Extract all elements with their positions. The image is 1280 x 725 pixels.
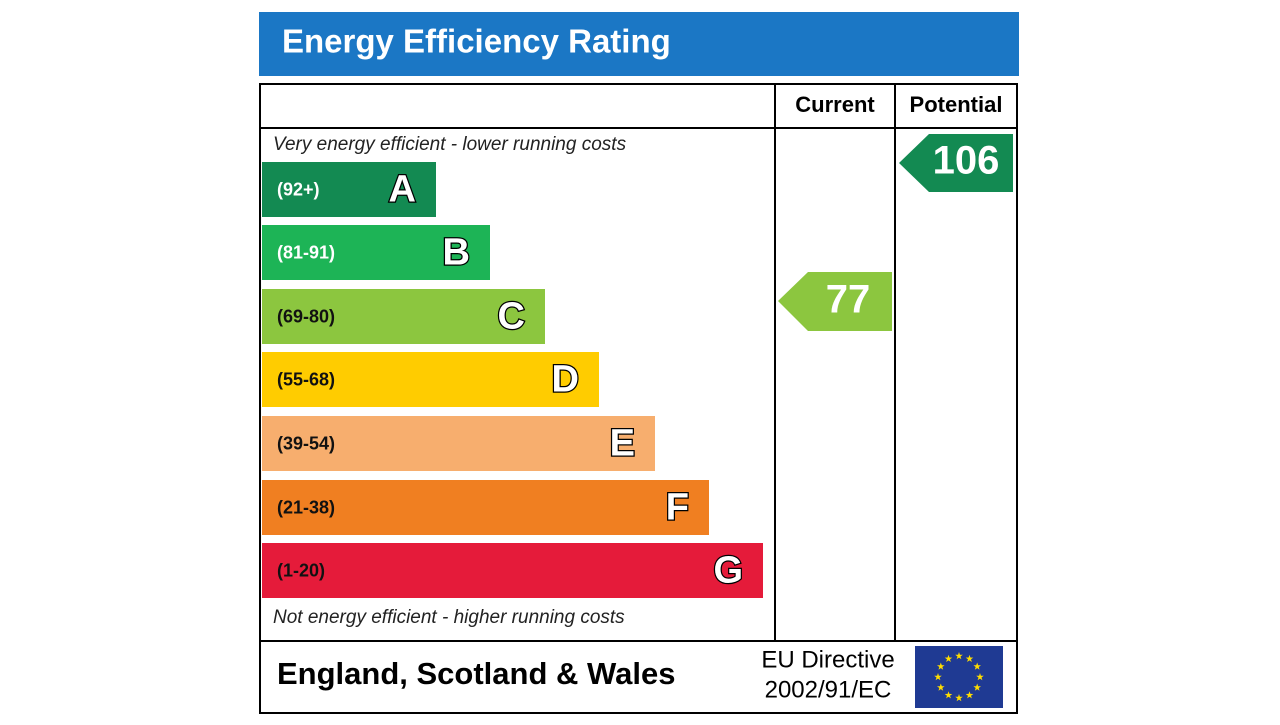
band-letter: A: [389, 169, 416, 211]
band-range: (81-91): [277, 242, 335, 262]
current-rating: 77: [826, 278, 871, 322]
band-range: (39-54): [277, 433, 335, 453]
eu-stars: [934, 652, 984, 702]
star: [955, 694, 963, 702]
star: [934, 673, 942, 681]
region: England, Scotland & Wales: [277, 656, 675, 691]
band-letter: D: [552, 359, 579, 401]
directive: EU Directive: [761, 646, 894, 673]
band: [262, 352, 599, 407]
band-range: (92+): [277, 179, 320, 199]
band-range: (69-80): [277, 306, 335, 326]
band: [262, 480, 709, 535]
top-note: Very energy efficient - lower running co…: [273, 134, 627, 155]
band-letter: B: [443, 232, 470, 274]
band: [262, 543, 763, 598]
star: [937, 662, 945, 670]
band-letter: C: [498, 296, 525, 338]
footer-frame: [259, 640, 1018, 714]
band-letter: F: [666, 487, 689, 529]
band-range: (1-20): [277, 560, 325, 580]
header-bar: [259, 12, 1019, 76]
band-range: (21-38): [277, 497, 335, 517]
directive: 2002/91/EC: [765, 676, 892, 703]
star: [973, 683, 981, 691]
star: [944, 691, 953, 699]
column-header: Current: [795, 92, 875, 117]
potential-arrow: [899, 134, 1013, 192]
band-letter: E: [610, 423, 635, 465]
bottom-note: Not energy efficient - higher running co…: [273, 607, 625, 628]
current-arrow: [778, 272, 892, 331]
bands: (92+) A (81-91) B (69-80) C (55-68) D (39-54) E (2…: [262, 162, 763, 598]
star: [955, 652, 963, 660]
band: [262, 416, 655, 471]
column-header: Potential: [910, 92, 1003, 117]
band: [262, 225, 490, 280]
star: [973, 662, 981, 670]
band: [262, 289, 545, 344]
star: [937, 683, 945, 691]
potential-rating: 106: [933, 139, 1000, 183]
star: [976, 673, 984, 681]
band: [262, 162, 436, 217]
band-letter: G: [713, 550, 743, 592]
band-range: (55-68): [277, 369, 335, 389]
star: [965, 691, 974, 699]
star: [965, 654, 974, 662]
star: [944, 654, 953, 662]
title: Energy Efficiency Rating: [282, 23, 671, 60]
